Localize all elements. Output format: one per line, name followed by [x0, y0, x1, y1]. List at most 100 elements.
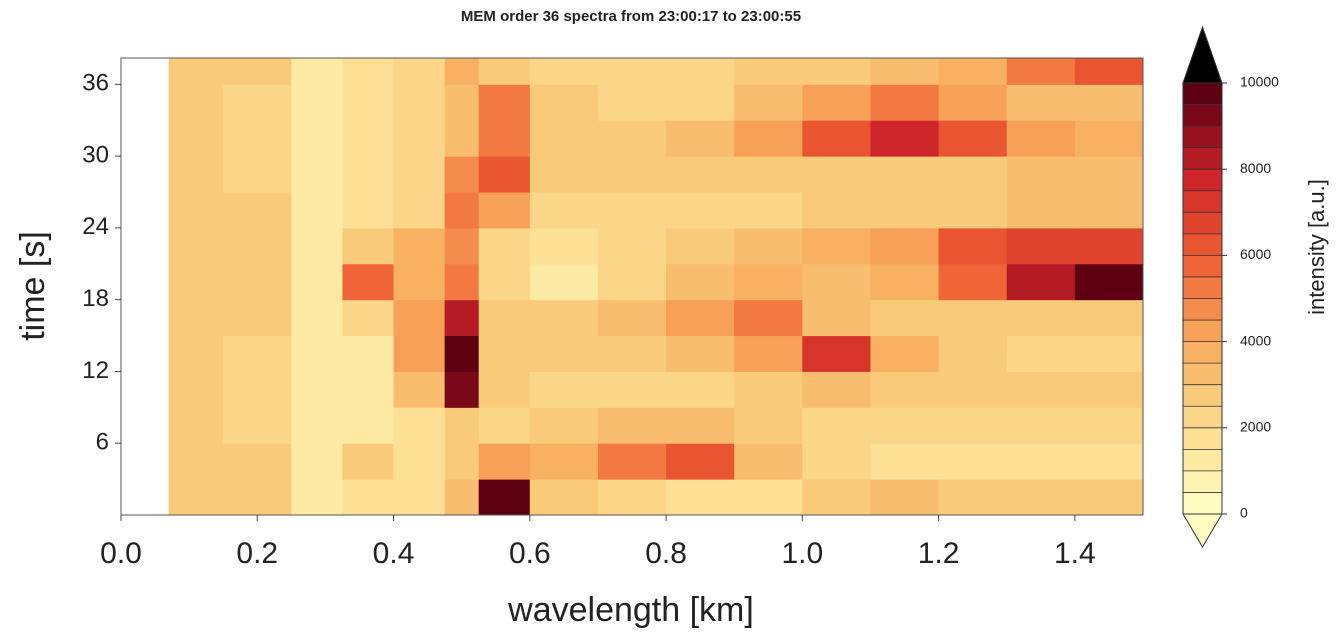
chart-title: MEM order 36 spectra from 23:00:17 to 23… — [461, 8, 801, 25]
contour-cell — [168, 371, 224, 408]
contour-cell — [597, 191, 667, 229]
contour-cell — [802, 263, 871, 301]
contour-cell — [529, 227, 599, 265]
contour-cell — [168, 120, 224, 157]
contour-cell — [734, 479, 803, 515]
contour-cell — [802, 84, 871, 121]
contour-cell — [342, 263, 395, 301]
contour-cell — [666, 335, 735, 372]
contour-cell — [342, 191, 395, 229]
contour-cell — [444, 84, 480, 121]
contour-cell — [734, 191, 803, 229]
colorbar-tick-label: 6000 — [1240, 246, 1271, 262]
contour-cell — [1006, 299, 1076, 337]
contour-cell — [223, 335, 292, 372]
contour-cell — [870, 156, 940, 193]
contour-cell — [291, 443, 343, 480]
contour-cell — [597, 479, 667, 515]
contour-cell — [597, 443, 667, 480]
contour-cell — [870, 84, 940, 121]
contour-cell — [168, 227, 224, 265]
contour-cell — [393, 299, 446, 337]
contour-cell — [223, 58, 292, 85]
contour-cell — [529, 263, 599, 301]
contour-cell — [444, 407, 480, 444]
contour-cell — [291, 156, 343, 193]
contour-cell — [342, 120, 395, 157]
contour-cell — [938, 371, 1008, 408]
colorbar-band — [1183, 169, 1222, 191]
contour-cell — [666, 84, 735, 121]
colorbar-band — [1183, 83, 1222, 105]
contour-cell — [529, 156, 599, 193]
contour-cell — [597, 371, 667, 408]
contour-cell — [291, 335, 343, 372]
contour-cell — [291, 227, 343, 265]
contour-cell — [870, 120, 940, 157]
contour-cell — [168, 191, 224, 229]
contour-cell — [597, 299, 667, 337]
contour-cell — [291, 263, 343, 301]
contour-cell — [444, 335, 480, 372]
contour-cell — [393, 84, 446, 121]
contour-cell — [168, 84, 224, 121]
contour-cell — [223, 299, 292, 337]
contour-cell — [223, 84, 292, 121]
contour-cell — [1006, 407, 1076, 444]
colorbar-band — [1183, 212, 1222, 234]
contour-cell — [444, 191, 480, 229]
contour-cell — [444, 443, 480, 480]
contour-cell — [291, 58, 343, 85]
y-tick-label: 36 — [82, 70, 109, 97]
x-tick-label: 0.8 — [645, 537, 687, 570]
contour-cell — [938, 227, 1008, 265]
contour-cell — [478, 371, 531, 408]
contour-cell — [666, 479, 735, 515]
contour-cell — [393, 263, 446, 301]
contour-cell — [870, 479, 940, 515]
contour-cell — [342, 407, 395, 444]
contour-cell — [342, 443, 395, 480]
contour-cell — [938, 263, 1008, 301]
plot-frame — [120, 57, 1144, 516]
contour-cell — [870, 407, 940, 444]
contour-cell — [802, 156, 871, 193]
contour-cell — [444, 156, 480, 193]
contour-cell — [938, 191, 1008, 229]
contour-cell — [597, 407, 667, 444]
contour-cell — [1074, 371, 1143, 408]
contour-cell — [734, 335, 803, 372]
contour-cell — [1006, 335, 1076, 372]
colorbar-tick-label: 10000 — [1240, 74, 1279, 90]
contour-cell — [1074, 156, 1143, 193]
contour-cell — [734, 371, 803, 408]
contour-cell — [168, 335, 224, 372]
contour-cell — [223, 407, 292, 444]
colorbar-band — [1183, 363, 1222, 385]
contour-cell — [802, 120, 871, 157]
contour-cell — [393, 443, 446, 480]
colorbar-label: intensity [a.u.] — [1304, 179, 1329, 315]
contour-cell — [342, 335, 395, 372]
contour-cell — [597, 120, 667, 157]
colorbar-band — [1183, 449, 1222, 471]
contour-cell — [597, 335, 667, 372]
contour-cell — [802, 479, 871, 515]
contour-cell — [734, 263, 803, 301]
contour-cell — [342, 84, 395, 121]
contour-cell — [597, 84, 667, 121]
contour-cell — [223, 227, 292, 265]
contour-cell — [529, 407, 599, 444]
contour-cell — [168, 407, 224, 444]
contour-cell — [870, 58, 940, 85]
colorbar-tick-label: 4000 — [1240, 332, 1271, 348]
y-tick-label: 12 — [82, 357, 109, 384]
colorbar-tick-label: 8000 — [1240, 160, 1271, 176]
x-tick-label: 1.0 — [781, 537, 823, 570]
contour-cell — [478, 84, 531, 121]
contour-cell — [802, 299, 871, 337]
contour-cell — [1074, 58, 1143, 85]
contour-cell — [223, 191, 292, 229]
contour-cell — [529, 84, 599, 121]
